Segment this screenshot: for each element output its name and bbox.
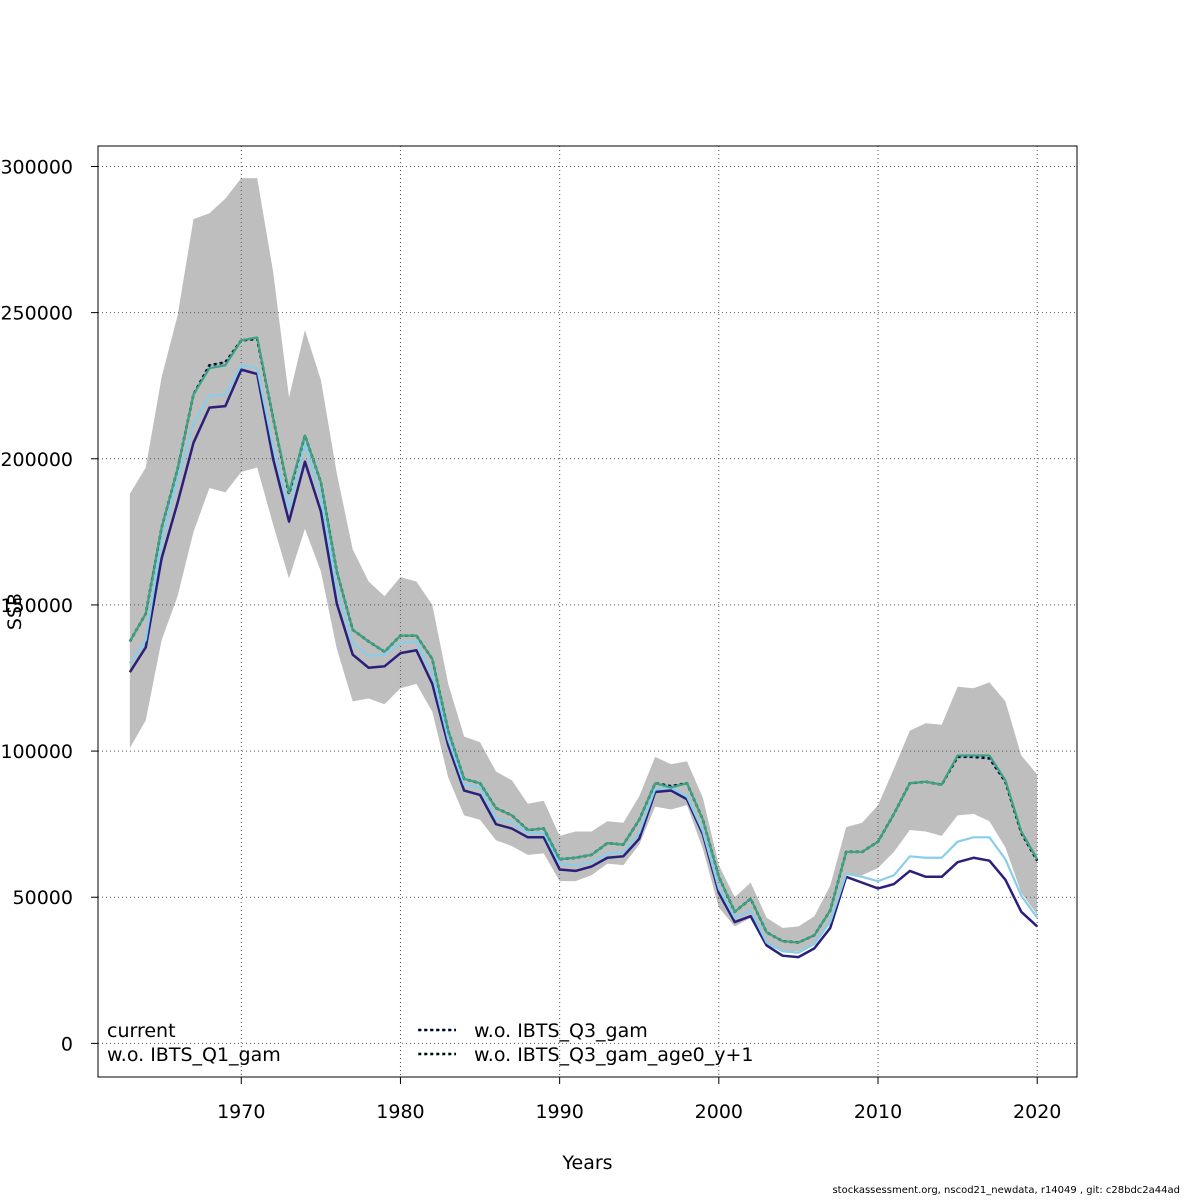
series-line-0: [128, 368, 1039, 959]
y-tick-label: 100000: [0, 741, 73, 763]
legend-label: w.o. IBTS_Q3_gam: [474, 1020, 648, 1042]
series-line-3: [128, 336, 1039, 944]
y-axis-title: SSB: [4, 593, 26, 630]
x-tick-label: 1970: [217, 1101, 265, 1123]
x-tick-label: 1980: [376, 1101, 424, 1123]
y-tick-label: 300000: [0, 156, 73, 178]
x-axis-title: Years: [561, 1152, 612, 1174]
y-tick-label: 50000: [13, 887, 73, 909]
x-tick-label: 2000: [695, 1101, 743, 1123]
x-tick-label: 1990: [535, 1101, 583, 1123]
legend-label: w.o. IBTS_Q1_gam: [107, 1044, 281, 1066]
legend-label: current: [107, 1020, 176, 1042]
y-tick-label: 200000: [0, 449, 73, 471]
footer-credit: stockassessment.org, nscod21_newdata, r1…: [832, 1185, 1180, 1196]
legend-label: w.o. IBTS_Q3_gam_age0_y+1: [474, 1044, 754, 1066]
series-line-1: [128, 364, 1039, 954]
confidence-band: [129, 178, 1038, 952]
plot-frame: [97, 145, 1078, 1078]
y-tick-label: 150000: [0, 595, 73, 617]
y-tick-label: 250000: [0, 303, 73, 325]
y-tick-label: 0: [61, 1033, 73, 1055]
x-tick-label: 2010: [854, 1101, 902, 1123]
x-tick-label: 2020: [1013, 1101, 1061, 1123]
